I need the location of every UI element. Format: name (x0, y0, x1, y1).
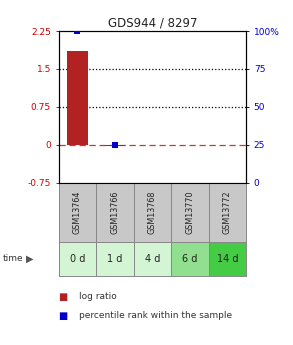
Text: GSM13766: GSM13766 (110, 190, 119, 234)
Bar (67, 51, 88, 145)
Text: GSM13764: GSM13764 (73, 190, 82, 234)
Bar (171, 183, 209, 242)
Bar (209, 183, 246, 242)
Text: 4 d: 4 d (145, 254, 160, 264)
Text: ▶: ▶ (25, 254, 33, 264)
Bar (105, 145, 125, 146)
Text: ■: ■ (59, 292, 68, 302)
Text: time: time (3, 254, 23, 263)
Bar (96, 241, 134, 276)
Text: 1 d: 1 d (107, 254, 122, 264)
Bar (59, 241, 96, 276)
Text: log ratio: log ratio (79, 292, 117, 301)
Text: GSM13768: GSM13768 (148, 190, 157, 234)
Text: 14 d: 14 d (217, 254, 238, 264)
Bar (171, 241, 209, 276)
Text: 0 d: 0 d (70, 254, 85, 264)
Text: GSM13772: GSM13772 (223, 190, 232, 234)
Text: ■: ■ (59, 311, 68, 321)
Text: 6 d: 6 d (182, 254, 197, 264)
Bar (59, 183, 96, 242)
Bar (96, 183, 134, 242)
Text: GSM13770: GSM13770 (185, 190, 194, 234)
Title: GDS944 / 8297: GDS944 / 8297 (108, 17, 197, 30)
Text: percentile rank within the sample: percentile rank within the sample (79, 311, 232, 320)
Bar (209, 241, 246, 276)
Bar (134, 241, 171, 276)
Bar (134, 183, 171, 242)
